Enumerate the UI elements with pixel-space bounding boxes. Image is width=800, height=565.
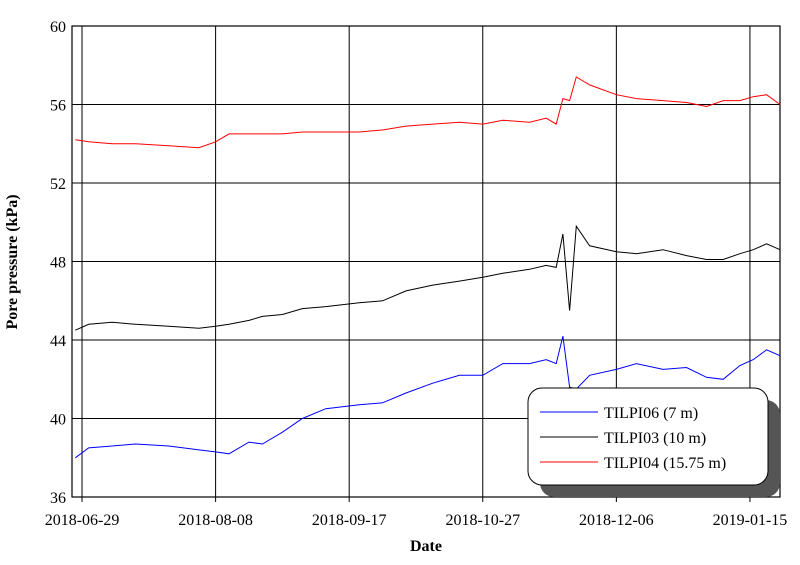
x-axis-label: Date <box>410 538 442 555</box>
y-tick-label: 36 <box>50 490 66 507</box>
y-tick-label: 60 <box>50 19 66 36</box>
y-tick-label: 52 <box>50 176 66 193</box>
y-tick-label: 48 <box>50 255 66 272</box>
legend-label: TILPI03 (10 m) <box>604 430 706 447</box>
data-line <box>75 224 781 331</box>
legend-label: TILPI04 (15.75 m) <box>604 455 726 472</box>
y-tick-label: 44 <box>50 333 66 350</box>
plot-frame <box>71 25 781 498</box>
data-line <box>75 76 781 149</box>
data-line <box>75 335 781 459</box>
x-tick-label: 2018-09-17 <box>312 512 387 529</box>
y-tick-label: 56 <box>50 98 66 115</box>
legend-label: TILPI06 (7 m) <box>604 405 698 422</box>
y-axis-label: Pore pressure (kPa) <box>4 194 21 329</box>
x-tick-label: 2018-12-06 <box>579 512 654 529</box>
x-tick-label: 2018-10-27 <box>445 512 520 529</box>
y-tick-label: 40 <box>50 412 66 429</box>
x-tick-label: 2018-08-08 <box>178 512 253 529</box>
x-tick-label: 2019-01-15 <box>713 512 788 529</box>
x-tick-label: 2018-06-29 <box>45 512 120 529</box>
